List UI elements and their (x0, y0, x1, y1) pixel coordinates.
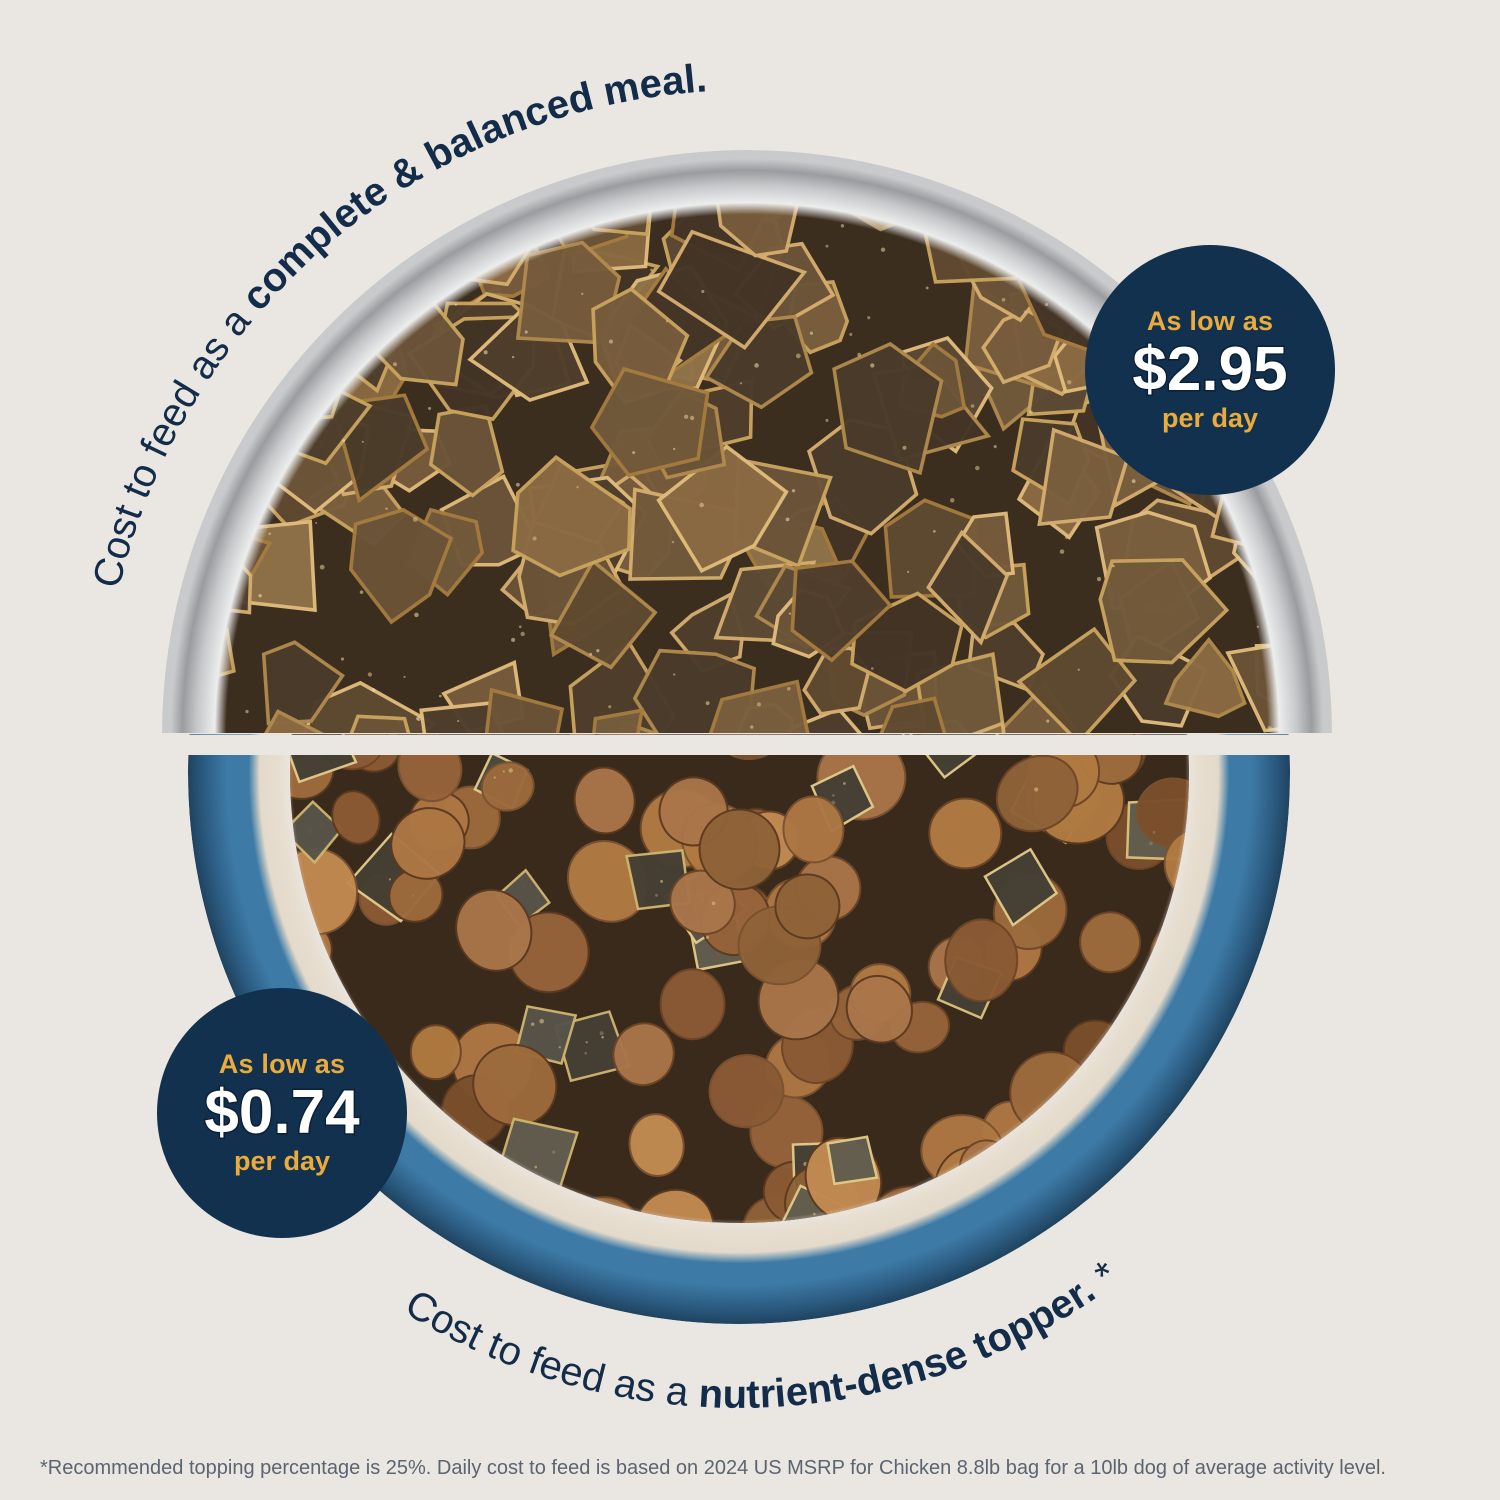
svg-text:Cost to feed as a nutrient-den: Cost to feed as a nutrient-dense topper.… (398, 1253, 1125, 1417)
